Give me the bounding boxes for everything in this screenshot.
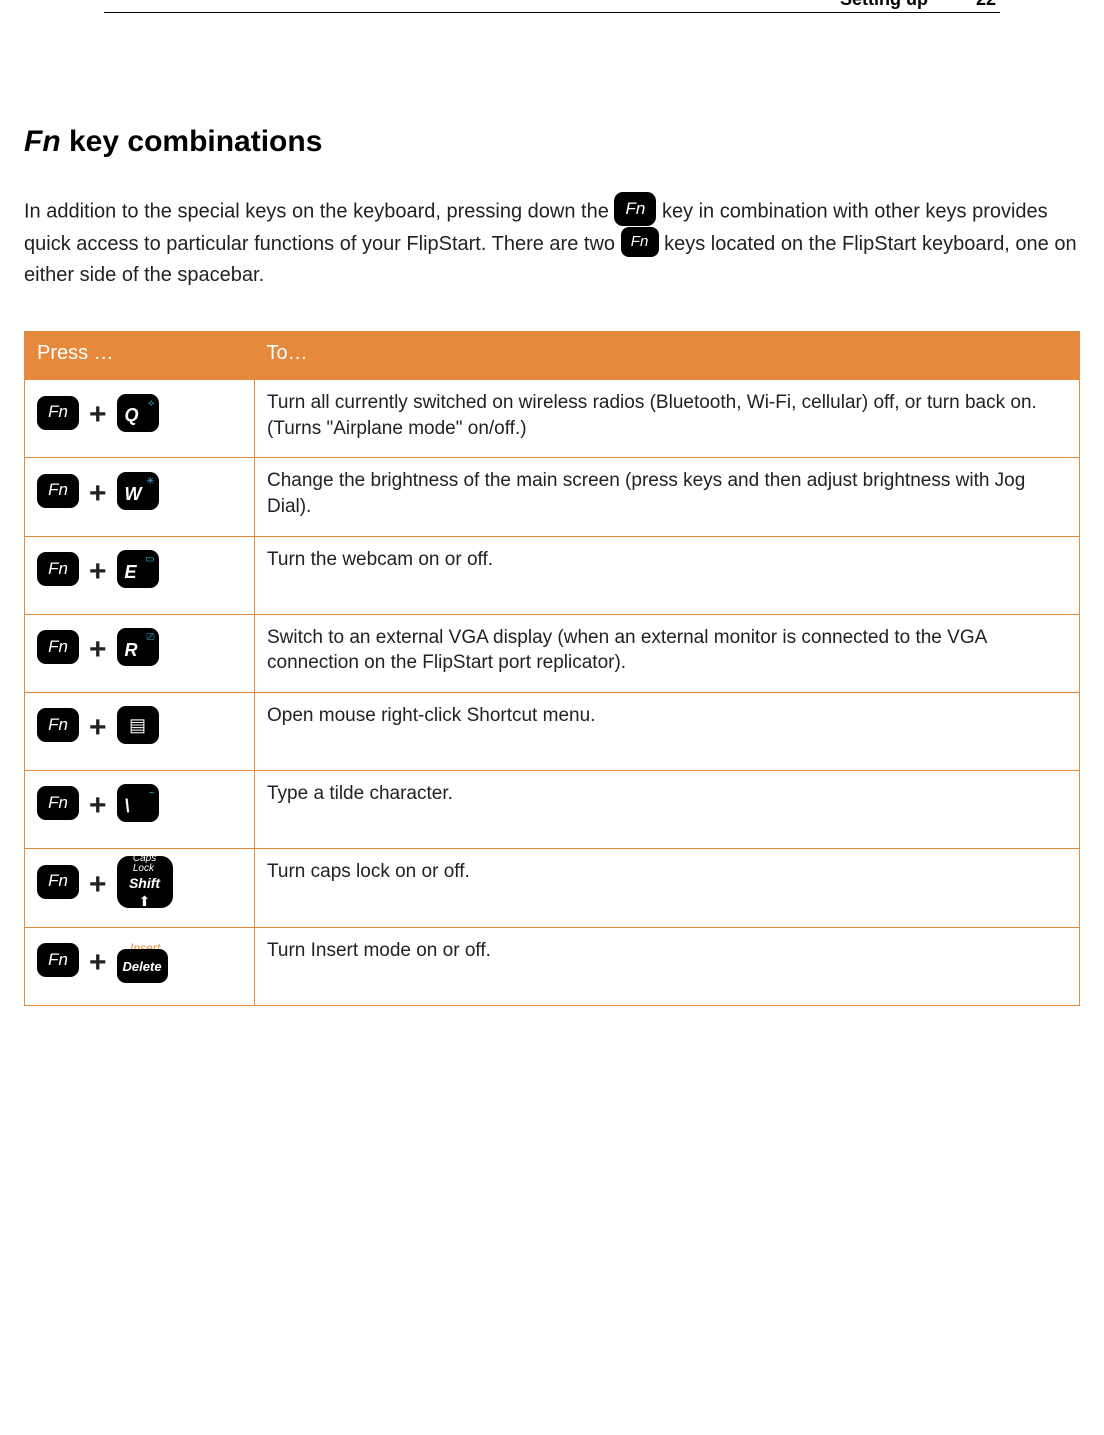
table-header-to: To… [255,332,1080,380]
title-fn: Fn [24,125,61,158]
key-combo-cell: Fn +InsertDelete [25,927,255,1005]
plus-icon: + [89,395,107,436]
fn-key-icon: Fn [37,396,79,430]
key-combo-cell: Fn + ▤ [25,692,255,770]
table-row: Fn + ✳W Change the brightness of the main s… [25,458,1080,536]
key-combo-cell: Fn + ▭E [25,536,255,614]
description-cell: Type a tilde character. [255,770,1080,848]
plus-icon: + [89,630,107,671]
letter-key-icon: ~\ [117,784,159,822]
fn-key-icon: Fn [37,943,79,977]
table-header-press: Press … [25,332,255,380]
key-combo-cell: Fn + ✳W [25,458,255,536]
shortcuts-table: Press … To… Fn + ⟡Q Turn all currently swit… [24,331,1080,1006]
description-cell: Turn all currently switched on wireless … [255,380,1080,458]
letter-key-icon: ▤ [117,706,159,744]
title-rest: key combinations [61,125,323,158]
description-cell: Switch to an external VGA display (when … [255,614,1080,692]
fn-key-icon: Fn [37,786,79,820]
table-row: Fn +Caps LockShift⬆ Turn caps lock on or o… [25,848,1080,927]
key-combo-cell: Fn + ⎚R [25,614,255,692]
plus-icon: + [89,474,107,515]
fn-key-icon: Fn [37,552,79,586]
plus-icon: + [89,943,107,984]
fn-key-icon: Fn [614,192,656,226]
delete-key-icon: Delete [117,949,168,983]
table-row: Fn + ~\ Type a tilde character. [25,770,1080,848]
intro-paragraph: In addition to the special keys on the k… [24,195,1080,291]
description-cell: Turn the webcam on or off. [255,536,1080,614]
table-row: Fn +InsertDelete Turn Insert mode on or of… [25,927,1080,1005]
key-combo-cell: Fn +Caps LockShift⬆ [25,848,255,927]
shift-key-icon: Caps LockShift⬆ [117,856,173,908]
intro-text-1: In addition to the special keys on the k… [24,200,614,222]
delete-key-group: InsertDelete [117,940,168,986]
fn-key-icon: Fn [37,708,79,742]
page-title: Fn key combinations [24,125,1080,159]
plus-icon: + [89,865,107,906]
plus-icon: + [89,786,107,827]
plus-icon: + [89,552,107,593]
description-cell: Turn caps lock on or off. [255,848,1080,927]
header-section: Setting up [836,0,932,10]
description-cell: Open mouse right-click Shortcut menu. [255,692,1080,770]
table-row: Fn + ▤ Open mouse right-click Shortcut menu… [25,692,1080,770]
fn-key-icon: Fn [37,474,79,508]
description-cell: Turn Insert mode on or off. [255,927,1080,1005]
fn-key-icon: Fn [37,865,79,899]
table-row: Fn + ⎚R Switch to an external VGA display (… [25,614,1080,692]
fn-key-icon: Fn [37,630,79,664]
letter-key-icon: ▭E [117,550,159,588]
key-combo-cell: Fn + ~\ [25,770,255,848]
description-cell: Change the brightness of the main screen… [255,458,1080,536]
letter-key-icon: ⟡Q [117,394,159,432]
letter-key-icon: ⎚R [117,628,159,666]
table-row: Fn + ⟡Q Turn all currently switched on wire… [25,380,1080,458]
header-page-number: 22 [972,0,1000,10]
plus-icon: + [89,708,107,749]
table-row: Fn + ▭E Turn the webcam on or off. [25,536,1080,614]
key-combo-cell: Fn + ⟡Q [25,380,255,458]
letter-key-icon: ✳W [117,472,159,510]
fn-key-icon: Fn [621,227,659,257]
